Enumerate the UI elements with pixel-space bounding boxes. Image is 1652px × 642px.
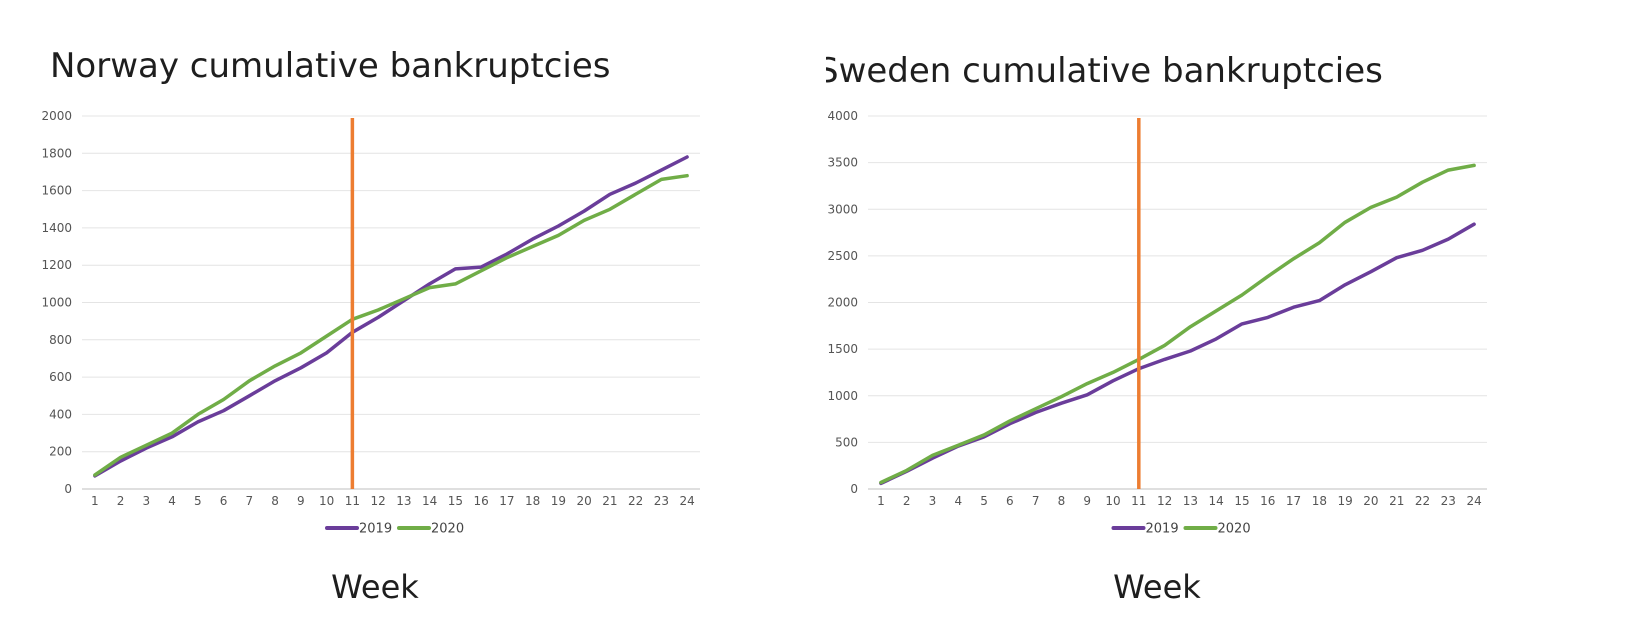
x-tick-label: 4 <box>168 494 176 508</box>
x-tick-label: 20 <box>1363 494 1378 508</box>
x-tick-label: 22 <box>628 494 643 508</box>
sweden-chart-svg: Sweden cumulative bankruptcies0500100015… <box>826 51 1487 606</box>
y-tick-label: 800 <box>49 333 72 347</box>
x-tick-label: 16 <box>1260 494 1275 508</box>
y-tick-label: 3500 <box>827 156 858 170</box>
x-tick-label: 22 <box>1415 494 1430 508</box>
series-line-2019 <box>879 222 1476 486</box>
series-line-2020 <box>879 163 1476 485</box>
y-tick-label: 600 <box>49 370 72 384</box>
x-tick-label: 12 <box>1157 494 1172 508</box>
x-tick-label: 19 <box>551 494 566 508</box>
x-tick-label: 13 <box>396 494 411 508</box>
y-tick-label: 0 <box>64 482 72 496</box>
y-tick-label: 400 <box>49 407 72 421</box>
y-tick-label: 3000 <box>827 202 858 216</box>
x-axis-title: Week <box>331 568 419 606</box>
norway-chart: Norway cumulative bankruptcies 0 200 400 600… <box>41 46 700 606</box>
x-tick-label: 17 <box>499 494 514 508</box>
x-tick-label: 21 <box>602 494 617 508</box>
x-tick-label: 5 <box>980 494 988 508</box>
x-tick-label: 12 <box>370 494 385 508</box>
y-tick-label: 2500 <box>827 249 858 263</box>
x-tick-label: 6 <box>1006 494 1014 508</box>
x-tick-label: 23 <box>654 494 669 508</box>
legend-label-2019: 2019 <box>359 522 392 537</box>
x-tick-label: 10 <box>319 494 334 508</box>
x-axis-title: Week <box>1113 568 1201 606</box>
x-tick-label: 4 <box>954 494 962 508</box>
legend-label-2020: 2020 <box>431 522 464 537</box>
x-tick-label: 1 <box>91 494 99 508</box>
x-tick-label: 7 <box>246 494 254 508</box>
x-tick-label: 15 <box>1234 494 1249 508</box>
x-tick-label: 1 <box>877 494 885 508</box>
x-tick-label: 11 <box>345 494 360 508</box>
y-tick-label: 1500 <box>827 342 858 356</box>
y-tick-label: 2000 <box>41 109 72 123</box>
x-tick-label: 7 <box>1032 494 1040 508</box>
x-tick-label: 11 <box>1131 494 1146 508</box>
legend-label-2019: 2019 <box>1146 522 1179 537</box>
x-tick-label: 14 <box>1209 494 1224 508</box>
x-tick-label: 17 <box>1286 494 1301 508</box>
x-tick-label: 16 <box>473 494 488 508</box>
x-tick-label: 15 <box>448 494 463 508</box>
y-tick-label: 2000 <box>827 296 858 310</box>
y-tick-label: 1000 <box>827 389 858 403</box>
x-tick-label: 5 <box>194 494 202 508</box>
x-tick-label: 21 <box>1389 494 1404 508</box>
chart-title: Sweden cumulative bankruptcies <box>826 51 1383 91</box>
x-tick-label: 9 <box>297 494 305 508</box>
x-tick-label: 8 <box>271 494 279 508</box>
x-tick-label: 3 <box>929 494 937 508</box>
series-line-2020 <box>93 173 689 477</box>
x-tick-label: 14 <box>422 494 437 508</box>
x-tick-label: 23 <box>1441 494 1456 508</box>
sweden-chart: Sweden cumulative bankruptcies 0 500 1000 15… <box>826 0 1652 642</box>
y-tick-label: 1800 <box>41 146 72 160</box>
chart-title: Norway cumulative bankruptcies <box>50 46 610 86</box>
series-line-2019 <box>93 155 689 478</box>
x-tick-label: 19 <box>1338 494 1353 508</box>
x-tick-label: 10 <box>1105 494 1120 508</box>
x-tick-label: 18 <box>525 494 540 508</box>
norway-chart-svg: Norway cumulative bankruptcies 0 200 400 600… <box>41 46 700 606</box>
y-tick-label: 0 <box>850 482 858 496</box>
y-tick-label: 1400 <box>41 221 72 235</box>
x-tick-label: 2 <box>117 494 125 508</box>
x-tick-label: 18 <box>1312 494 1327 508</box>
y-tick-label: 1200 <box>41 258 72 272</box>
x-tick-label: 3 <box>143 494 151 508</box>
y-tick-label: 200 <box>49 445 72 459</box>
x-tick-label: 13 <box>1183 494 1198 508</box>
x-tick-label: 9 <box>1083 494 1091 508</box>
x-tick-label: 2 <box>903 494 911 508</box>
legend-label-2020: 2020 <box>1218 522 1251 537</box>
y-tick-label: 4000 <box>827 109 858 123</box>
y-tick-label: 1600 <box>41 184 72 198</box>
y-tick-label: 1000 <box>41 296 72 310</box>
x-tick-label: 24 <box>679 494 694 508</box>
x-tick-label: 24 <box>1466 494 1481 508</box>
x-tick-label: 6 <box>220 494 228 508</box>
y-tick-label: 500 <box>835 435 858 449</box>
x-tick-label: 20 <box>576 494 591 508</box>
x-tick-label: 8 <box>1058 494 1066 508</box>
